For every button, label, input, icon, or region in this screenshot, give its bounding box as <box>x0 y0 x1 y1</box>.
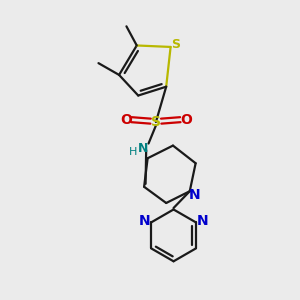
Text: N: N <box>138 142 148 155</box>
Text: N: N <box>189 188 201 202</box>
Text: S: S <box>151 115 161 129</box>
Text: H: H <box>129 147 137 158</box>
Text: S: S <box>171 38 180 50</box>
Text: O: O <box>180 113 192 127</box>
Text: O: O <box>120 113 132 127</box>
Text: N: N <box>197 214 208 228</box>
Text: N: N <box>139 214 151 228</box>
